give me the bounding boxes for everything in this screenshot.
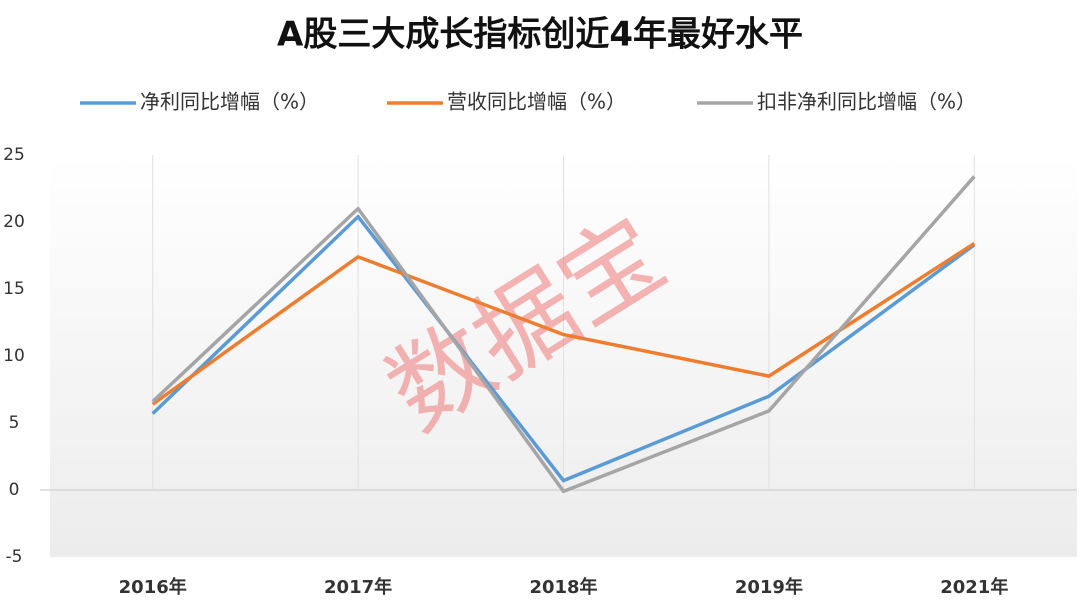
legend-label: 扣非净利同比增幅（%） xyxy=(757,90,976,114)
y-tick-label: 20 xyxy=(3,212,25,232)
chart-title: A股三大成长指标创近4年最好水平 xyxy=(277,15,803,55)
data-line xyxy=(151,175,976,494)
x-tick-label: 2016年 xyxy=(119,576,187,598)
legend-label: 营收同比增幅（%） xyxy=(447,90,626,114)
y-tick-label: -5 xyxy=(6,547,23,567)
x-tick-label: 2018年 xyxy=(529,576,597,598)
legend-label: 净利同比增幅（%） xyxy=(140,90,319,114)
data-line xyxy=(151,214,976,483)
y-tick-label: 5 xyxy=(9,413,20,433)
y-tick-label: 10 xyxy=(3,346,25,366)
y-tick-label: 25 xyxy=(3,145,25,165)
x-tick-label: 2021年 xyxy=(940,576,1008,598)
y-tick-label: 0 xyxy=(9,480,20,500)
x-tick-label: 2019年 xyxy=(735,576,803,598)
y-tick-label: 15 xyxy=(3,279,25,299)
x-tick-label: 2017年 xyxy=(324,576,392,598)
